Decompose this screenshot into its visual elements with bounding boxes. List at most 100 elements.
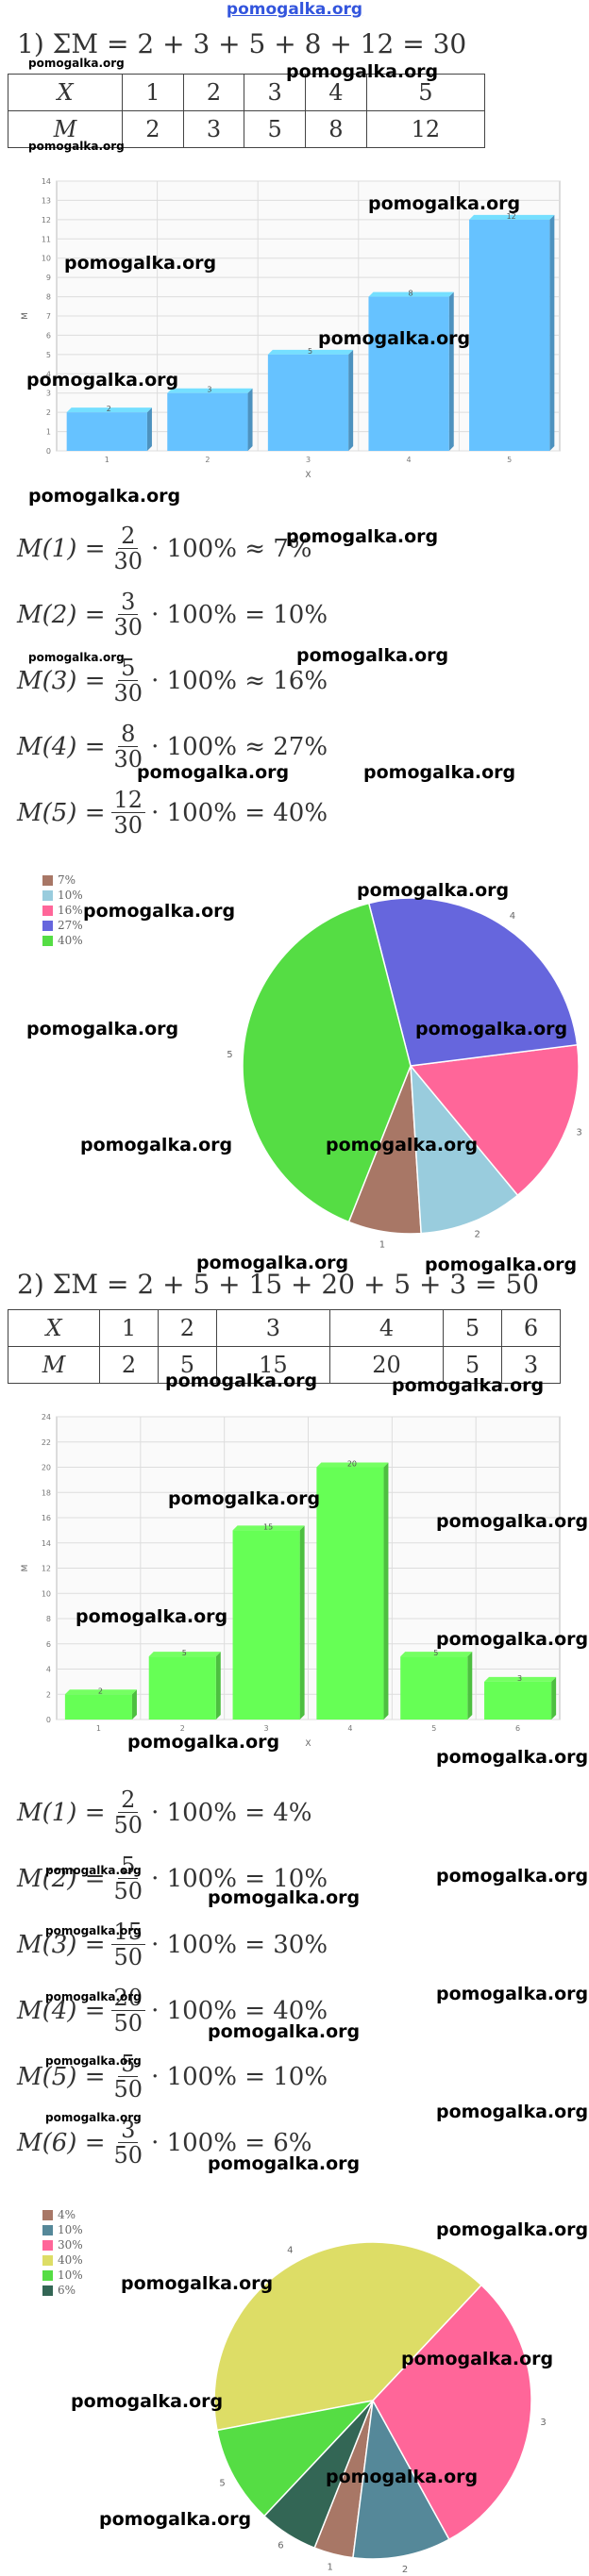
x-tick-label: 1	[105, 456, 109, 464]
table-cell: 6	[500, 1309, 562, 1347]
y-tick-label: 9	[46, 274, 51, 282]
legend-item: 6%	[42, 2283, 83, 2298]
x-tick-label: 5	[507, 456, 512, 464]
fraction-denominator: 30	[113, 746, 143, 773]
data-label: 3	[207, 386, 211, 394]
slice-label: 6	[278, 2541, 283, 2551]
part1-table: X 1 2 3 4 5 M 2 3 5 8 12	[8, 74, 486, 148]
x-tick-label: 6	[515, 1724, 520, 1733]
watermark: pomogalka.org	[425, 1255, 578, 1275]
table-cell: 15	[215, 1346, 330, 1384]
watermark: pomogalka.org	[45, 1864, 142, 1877]
fraction-denominator: 30	[113, 614, 143, 641]
bar	[64, 1694, 132, 1720]
table-cell: 3	[500, 1346, 562, 1384]
y-axis-label: M	[21, 1565, 30, 1572]
fraction-denominator: 50	[113, 2076, 143, 2103]
slice-label: 4	[287, 2246, 293, 2256]
pie-slice	[213, 2241, 483, 2432]
formula-row: M(4) = 8 30 · 100% ≈ 27%	[17, 722, 328, 773]
legend-swatch	[42, 2285, 53, 2296]
data-label: 5	[182, 1649, 187, 1657]
watermark: pomogalka.org	[208, 2021, 361, 2042]
formula-rhs: · 100% = 6%	[151, 2128, 312, 2157]
bar-side	[383, 1462, 389, 1720]
watermark: pomogalka.org	[168, 1488, 321, 1509]
watermark: pomogalka.org	[363, 762, 516, 783]
fraction-denominator: 30	[113, 680, 143, 707]
bar-top	[232, 1525, 305, 1531]
y-tick-label: 12	[42, 1565, 51, 1573]
data-label: 2	[107, 405, 111, 413]
legend-label: 40%	[58, 2253, 83, 2267]
pie-slice	[352, 2398, 450, 2560]
legend-item: 7%	[42, 873, 83, 888]
part2-heading-prefix: 2) ΣM =	[17, 1269, 138, 1300]
formula-rhs: · 100% ≈ 16%	[151, 666, 328, 695]
bar-side	[299, 1525, 305, 1720]
formula-lhs: M(4) =	[17, 1996, 106, 2025]
legend-swatch	[42, 2269, 53, 2281]
slice-label: 3	[576, 1128, 581, 1138]
bar-side	[215, 1652, 221, 1720]
formula-lhs: M(1) =	[17, 534, 106, 563]
formula-rhs: · 100% = 10%	[151, 600, 328, 629]
watermark: pomogalka.org	[208, 1887, 361, 1908]
site-link[interactable]: pomogalka.org	[226, 0, 363, 19]
watermark: pomogalka.org	[286, 61, 439, 82]
watermark: pomogalka.org	[28, 140, 125, 153]
fraction: 15 50	[110, 1920, 146, 1970]
fraction-numerator: 15	[110, 1920, 146, 1946]
slice-label: 1	[328, 2562, 333, 2572]
fraction-denominator: 30	[113, 812, 143, 839]
bar-top	[484, 1676, 557, 1682]
y-axis-label: M	[21, 312, 30, 320]
legend-label: 7%	[58, 873, 76, 887]
table-cell: X	[8, 74, 123, 111]
fraction-numerator: 8	[118, 722, 139, 748]
legend-swatch	[42, 2254, 53, 2266]
bar	[484, 1681, 552, 1720]
y-tick-label: 14	[42, 1539, 51, 1548]
bar-side	[146, 407, 152, 451]
pie-slice	[409, 1043, 580, 1197]
watermark: pomogalka.org	[436, 1511, 589, 1532]
table-cell: 5	[443, 1309, 502, 1347]
fraction: 5 30	[111, 656, 146, 706]
bar-side	[247, 388, 253, 451]
formula-rhs: · 100% = 40%	[151, 1996, 328, 2025]
watermark: pomogalka.org	[326, 2467, 479, 2487]
legend-item: 10%	[42, 888, 83, 903]
x-axis-label: X	[305, 1739, 311, 1749]
x-tick-label: 3	[264, 1724, 269, 1733]
fraction: 3 50	[111, 2118, 146, 2169]
formula-lhs: M(3) =	[17, 1930, 106, 1959]
legend-label: 40%	[58, 934, 83, 947]
data-label: 12	[507, 212, 516, 221]
formula-lhs: M(3) =	[17, 666, 106, 695]
watermark: pomogalka.org	[99, 2509, 252, 2530]
legend-item: 10%	[42, 2268, 83, 2283]
watermark: pomogalka.org	[45, 1990, 142, 2003]
fraction-denominator: 50	[113, 2010, 143, 2037]
slice-label: 5	[227, 1050, 232, 1060]
legend-swatch	[42, 905, 53, 916]
table-cell: 5	[365, 74, 486, 111]
y-tick-label: 1	[46, 428, 51, 437]
part1-heading-prefix: 1) ΣM =	[17, 28, 138, 59]
table-cell: 3	[182, 110, 245, 148]
watermark: pomogalka.org	[26, 370, 179, 391]
bar-top	[368, 291, 454, 297]
watermark: pomogalka.org	[436, 1984, 589, 2004]
bar	[469, 219, 550, 451]
pie-slice	[367, 897, 579, 1067]
legend-label: 4%	[58, 2208, 76, 2221]
fraction-numerator: 2	[118, 524, 139, 550]
formula-row: M(3) = 15 50 · 100% = 30%	[17, 1920, 328, 1970]
watermark: pomogalka.org	[28, 57, 125, 70]
watermark: pomogalka.org	[208, 2153, 361, 2174]
legend-item: 30%	[42, 2237, 83, 2252]
y-tick-label: 16	[42, 1514, 51, 1522]
pie-slice	[262, 2400, 374, 2550]
data-label: 5	[308, 347, 312, 356]
